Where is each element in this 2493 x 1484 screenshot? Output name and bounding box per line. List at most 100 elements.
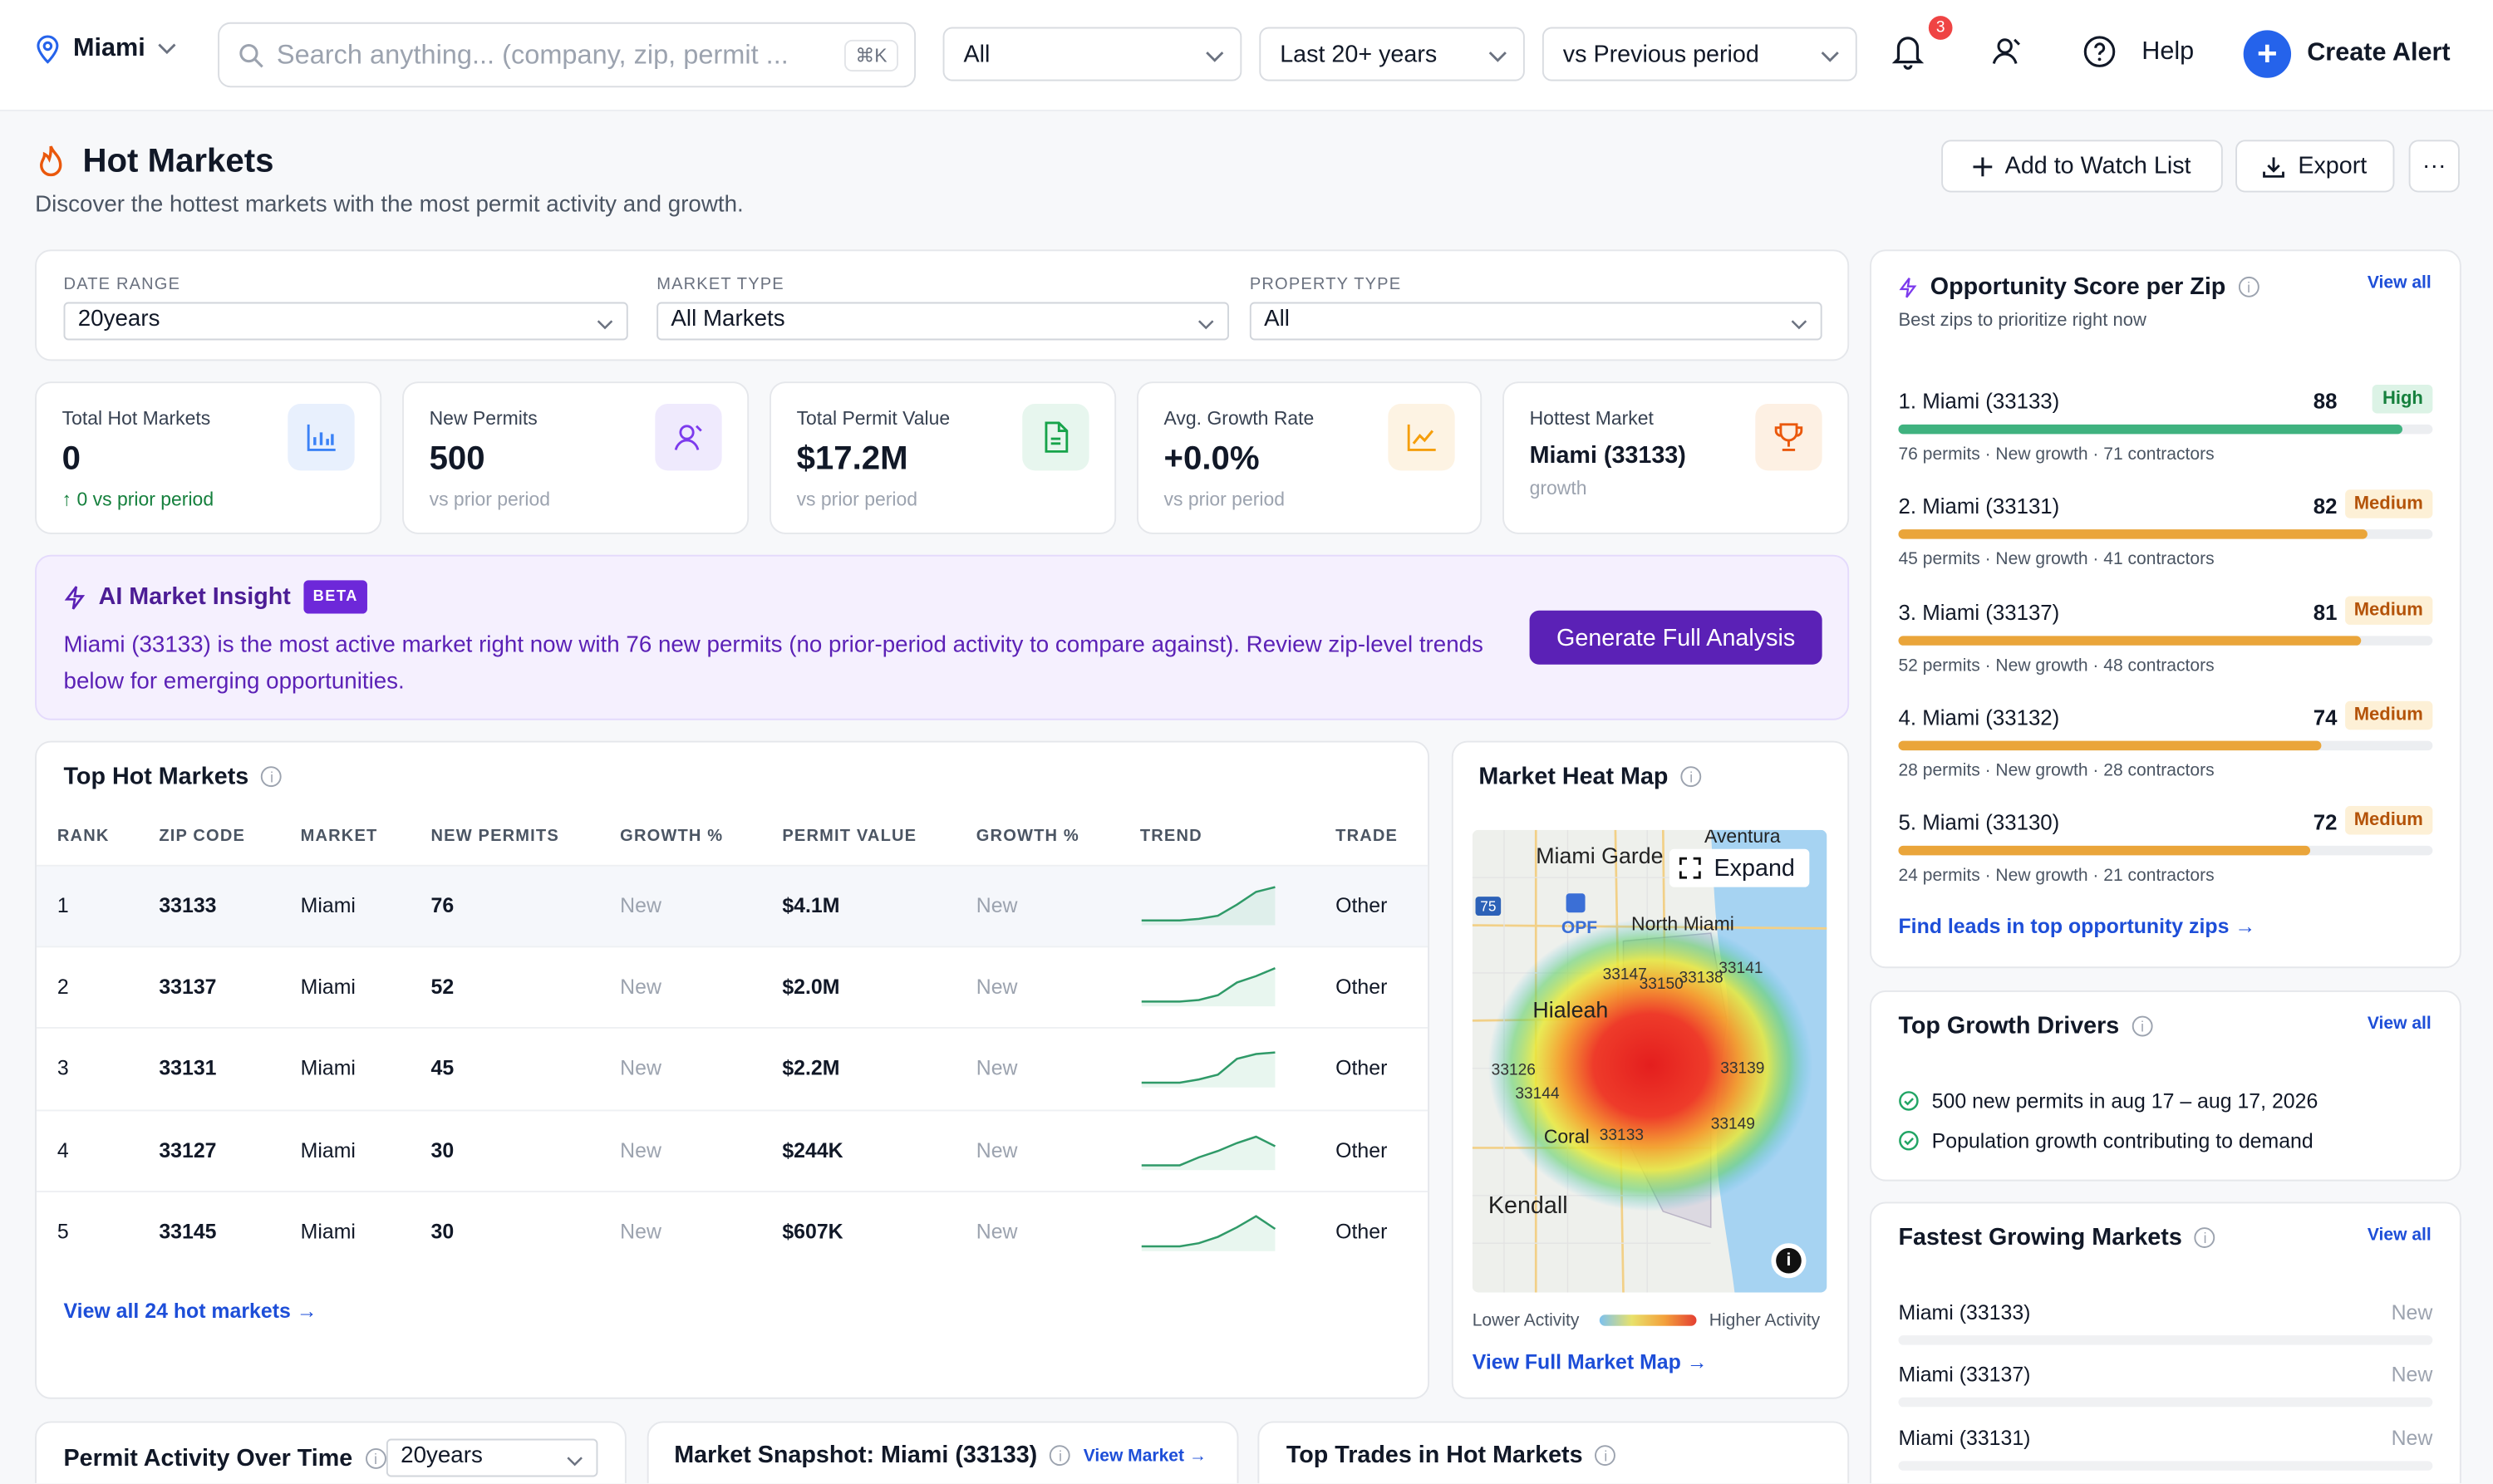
download-icon	[2263, 155, 2285, 178]
help-button[interactable]: Help	[2082, 35, 2194, 68]
user-icon[interactable]	[1990, 35, 2022, 66]
map-label: 33126	[1491, 1062, 1536, 1080]
market-type-select[interactable]: All Markets	[656, 302, 1229, 341]
fastest-item[interactable]: Miami (33131) New	[1898, 1426, 2433, 1471]
info-icon[interactable]: i	[1680, 766, 1702, 788]
table-row[interactable]: 4 33127 Miami 30 New $244K New Other	[37, 1108, 1428, 1191]
period-select[interactable]: Last 20+ years	[1259, 27, 1525, 81]
column-header[interactable]: GROWTH %	[620, 826, 724, 846]
property-type-select[interactable]: All	[1249, 302, 1822, 341]
fastest-item-bar	[1898, 1397, 2433, 1408]
fastest-item[interactable]: Miami (33137) New	[1898, 1363, 2433, 1408]
permit-activity-title: Permit Activity Over Time	[63, 1445, 353, 1472]
kpi-value: 0	[61, 440, 81, 477]
permit-range-select[interactable]: 20years	[386, 1438, 598, 1477]
trend-sparkline	[1141, 1134, 1276, 1170]
view-full-map-link[interactable]: View Full Market Map →	[1472, 1349, 1708, 1374]
table-cell-growth: New	[620, 1138, 661, 1162]
opportunity-zip: 3. Miami (33137)	[1898, 600, 2060, 625]
opportunity-meta: 45 permits · New growth · 41 contractors	[1898, 550, 2215, 570]
growth-driver-item: Population growth contributing to demand	[1898, 1128, 2314, 1152]
fastest-item-bar	[1898, 1335, 2433, 1345]
table-cell-market: Miami	[300, 975, 356, 999]
column-header[interactable]: RANK	[57, 826, 110, 846]
opportunity-score: 82	[2313, 494, 2338, 519]
chevron-down-icon	[1488, 43, 1507, 71]
bell-icon[interactable]	[1891, 32, 1925, 70]
more-options-label: ···	[2422, 152, 2446, 180]
column-header[interactable]: PERMIT VALUE	[782, 826, 917, 846]
table-cell-rank: 5	[57, 1219, 69, 1243]
growth-drivers-title: Top Growth Drivers	[1898, 1012, 2120, 1040]
help-label: Help	[2141, 37, 2195, 65]
compare-select[interactable]: vs Previous period	[1542, 27, 1857, 81]
compare-value: vs Previous period	[1562, 40, 1759, 68]
info-icon[interactable]: i	[2195, 1227, 2215, 1248]
search-input[interactable]: Search anything... (company, zip, permit…	[218, 22, 917, 88]
date-range-select[interactable]: 20years	[63, 302, 628, 341]
generate-full-analysis-button[interactable]: Generate Full Analysis	[1529, 610, 1822, 665]
kpi-note: ↑ 0 vs prior period	[61, 488, 214, 511]
table-row[interactable]: 5 33145 Miami 30 New $607K New Other	[37, 1190, 1428, 1272]
export-button[interactable]: Export	[2235, 140, 2395, 193]
view-market-link[interactable]: View Market →	[1083, 1446, 1207, 1466]
check-circle-icon	[1898, 1091, 1919, 1112]
create-alert-button[interactable]: + Create Alert	[2243, 30, 2451, 78]
growth-driver-item: 500 new permits in aug 17 – aug 17, 2026	[1898, 1089, 2318, 1113]
table-row[interactable]: 2 33137 Miami 52 New $2.0M New Other	[37, 946, 1428, 1028]
info-icon[interactable]: i	[2132, 1015, 2153, 1037]
table-row[interactable]: 3 33131 Miami 45 New $2.2M New Other	[37, 1027, 1428, 1109]
table-cell-permits: 52	[430, 975, 455, 999]
growth-drivers-view-all-link[interactable]: View all	[2367, 1014, 2432, 1034]
map-info-icon[interactable]: i	[1771, 1243, 1807, 1279]
lightning-icon	[64, 584, 86, 610]
kpi-total-hot-markets: Total Hot Markets 0 ↑ 0 vs prior period	[35, 381, 382, 534]
opportunity-score-bar	[1898, 529, 2433, 540]
watch-list-label: Add to Watch List	[2004, 152, 2191, 180]
users-icon	[655, 403, 722, 471]
column-header[interactable]: TRADE	[1335, 826, 1399, 846]
top-growth-drivers-card	[1870, 990, 2461, 1182]
add-to-watch-list-button[interactable]: Add to Watch List	[1941, 140, 2223, 193]
property-type-value: All	[1264, 307, 1290, 332]
trend-chart-icon	[1388, 403, 1455, 471]
category-filter-select[interactable]: All	[942, 27, 1242, 81]
column-header[interactable]: GROWTH %	[976, 826, 1079, 846]
opportunity-view-all-link[interactable]: View all	[2367, 273, 2432, 293]
fastest-item[interactable]: Miami (33133) New	[1898, 1300, 2433, 1345]
heat-map[interactable]: Miami Garde Aventura North Miami OPF 75 …	[1472, 829, 1827, 1293]
fastest-view-all-link[interactable]: View all	[2367, 1226, 2432, 1246]
view-all-hot-markets-link[interactable]: View all 24 hot markets →	[63, 1299, 317, 1323]
kpi-note: vs prior period	[796, 488, 918, 511]
kpi-value: +0.0%	[1163, 440, 1260, 477]
info-icon[interactable]: i	[1595, 1445, 1616, 1467]
info-icon[interactable]: i	[1050, 1445, 1071, 1467]
top-bar: Miami Search anything... (company, zip, …	[0, 0, 2493, 111]
info-icon[interactable]: i	[2238, 276, 2259, 297]
table-cell-market: Miami	[300, 1219, 356, 1243]
market-snapshot-title: Market Snapshot: Miami (33133)	[674, 1442, 1038, 1469]
column-header[interactable]: MARKET	[300, 826, 378, 846]
table-row[interactable]: 1 33133 Miami 76 New $4.1M New Other	[37, 864, 1428, 946]
location-selector[interactable]: Miami	[35, 35, 177, 64]
map-label: Hialeah	[1532, 996, 1609, 1023]
more-options-button[interactable]: ···	[2408, 140, 2460, 193]
sparkline-line	[1141, 1052, 1276, 1084]
info-icon[interactable]: i	[365, 1448, 386, 1469]
column-header[interactable]: NEW PERMITS	[430, 826, 559, 846]
ai-insight-header: AI Market Insight BETA	[64, 580, 368, 614]
column-header[interactable]: ZIP CODE	[159, 826, 246, 846]
permit-activity-title-row: Permit Activity Over Time i	[64, 1445, 386, 1472]
kpi-note: vs prior period	[1163, 488, 1286, 511]
chevron-down-icon	[1821, 43, 1840, 71]
map-label: Aventura	[1704, 829, 1781, 848]
find-leads-link[interactable]: Find leads in top opportunity zips →	[1898, 914, 2256, 938]
page-subtitle: Discover the hottest markets with the mo…	[35, 192, 744, 219]
chevron-down-icon	[1790, 312, 1807, 337]
opportunity-zip: 2. Miami (33131)	[1898, 494, 2060, 519]
expand-map-button[interactable]: Expand	[1669, 848, 1810, 887]
table-cell-growth2: New	[976, 1219, 1018, 1243]
column-header[interactable]: TREND	[1139, 826, 1202, 846]
kpi-new-permits: New Permits 500 vs prior period	[402, 381, 750, 534]
info-icon[interactable]: i	[261, 766, 283, 788]
